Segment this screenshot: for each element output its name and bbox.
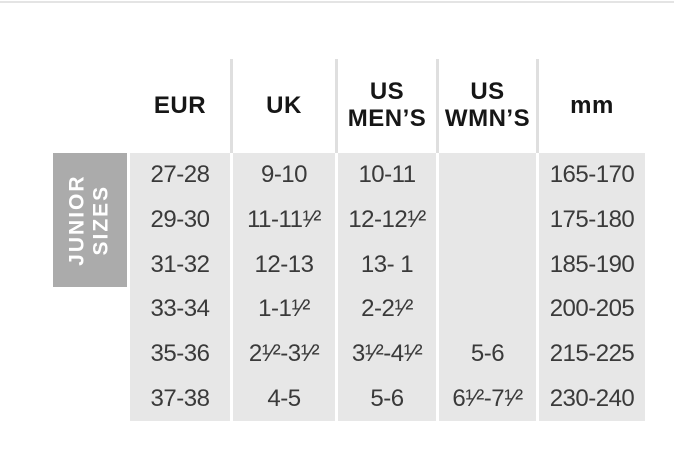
cell-mm-row3: 185-190 xyxy=(539,242,645,288)
cell-mm-row4: 200-205 xyxy=(539,287,645,332)
cell-eur-row2: 29-30 xyxy=(130,197,230,243)
cell-usmens-row6: 5-6 xyxy=(338,376,436,422)
column-header-us-wmns: US WMN’S xyxy=(444,78,531,132)
cell-uswmns-row1 xyxy=(439,153,536,198)
cell-eur-row3: 31-32 xyxy=(130,242,230,288)
cell-usmens-row3: 13- 1 xyxy=(338,242,436,288)
header-separator xyxy=(335,59,338,153)
cell-uk-row3: 12-13 xyxy=(233,242,335,288)
header-separator xyxy=(230,59,233,153)
junior-sizes-label: JUNIOR SIZES xyxy=(65,174,114,266)
column-header-eur: EUR xyxy=(153,91,207,119)
cell-uk-row5: 2¹⁄²-3¹⁄² xyxy=(233,331,335,377)
cell-mm-row6: 230-240 xyxy=(539,376,645,422)
cell-uswmns-row4 xyxy=(439,287,536,332)
cell-mm-row5: 215-225 xyxy=(539,331,645,377)
cell-usmens-row1: 10-11 xyxy=(338,153,436,198)
cell-uk-row2: 11-11¹⁄² xyxy=(233,197,335,243)
cell-uk-row1: 9-10 xyxy=(233,153,335,198)
cell-uswmns-row6: 6¹⁄²-7¹⁄² xyxy=(439,376,536,422)
cell-uk-row4: 1-1¹⁄² xyxy=(233,287,335,332)
cell-eur-row1: 27-28 xyxy=(130,153,230,198)
column-header-uk: UK xyxy=(266,91,302,119)
cell-uswmns-row5: 5-6 xyxy=(439,331,536,377)
cell-eur-row6: 37-38 xyxy=(130,376,230,422)
cell-eur-row5: 35-36 xyxy=(130,331,230,377)
cell-mm-row1: 165-170 xyxy=(539,153,645,198)
cell-eur-row4: 33-34 xyxy=(130,287,230,332)
header-separator xyxy=(436,59,439,153)
cell-mm-row2: 175-180 xyxy=(539,197,645,243)
size-chart-table: EUR UK US MEN’S US WMN’S mm JUNIOR SIZES… xyxy=(53,59,645,422)
cell-uk-row6: 4-5 xyxy=(233,376,335,422)
column-header-us-mens: US MEN’S xyxy=(347,78,427,132)
cell-usmens-row4: 2-2¹⁄² xyxy=(338,287,436,332)
junior-sizes-label-box: JUNIOR SIZES xyxy=(53,153,127,288)
cell-uswmns-row2 xyxy=(439,197,536,243)
header-separator xyxy=(536,59,539,153)
cell-usmens-row2: 12-12¹⁄² xyxy=(338,197,436,243)
cell-usmens-row5: 3¹⁄²-4¹⁄² xyxy=(338,331,436,377)
top-rule-divider xyxy=(0,1,674,3)
cell-uswmns-row3 xyxy=(439,242,536,288)
column-header-mm: mm xyxy=(570,91,614,119)
